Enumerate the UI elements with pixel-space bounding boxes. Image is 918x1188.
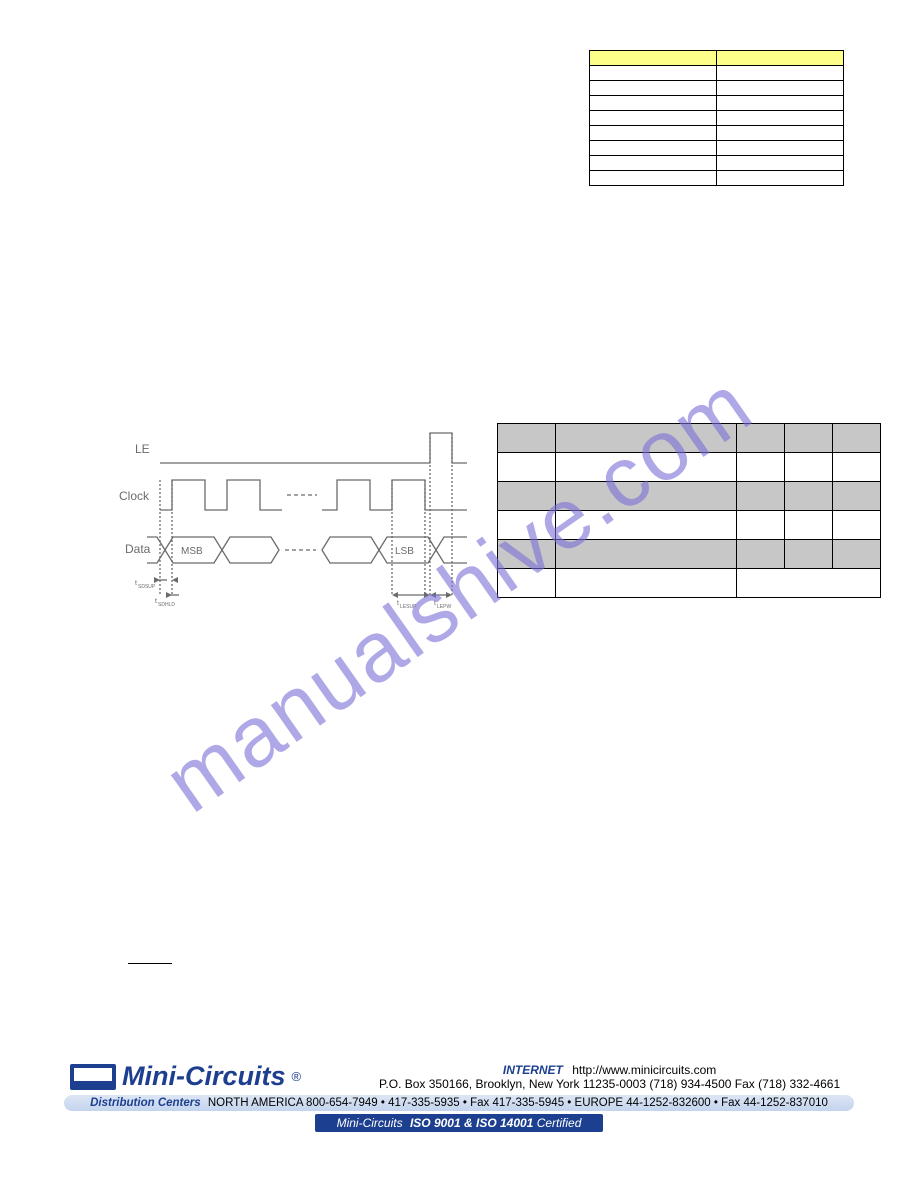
svg-text:t: t bbox=[434, 600, 436, 607]
top-table-cell bbox=[717, 96, 844, 111]
top-table-cell bbox=[717, 66, 844, 81]
timing-label-data: Data bbox=[125, 542, 151, 556]
spec-cell bbox=[498, 569, 556, 598]
timing-label-clock: Clock bbox=[119, 489, 150, 503]
timing-clock-line bbox=[160, 480, 467, 510]
internet-label: INTERNET bbox=[503, 1063, 563, 1077]
top-table-cell bbox=[590, 81, 717, 96]
spec-cell bbox=[737, 511, 785, 540]
spec-cell bbox=[833, 511, 881, 540]
registered-mark: ® bbox=[292, 1069, 302, 1084]
distribution-row: Distribution Centers NORTH AMERICA 800-6… bbox=[64, 1095, 854, 1111]
dist-text: NORTH AMERICA 800-654-7949 • 417-335-593… bbox=[208, 1097, 828, 1109]
cert-iso1: ISO 9001 bbox=[410, 1116, 461, 1130]
cert-iso2: ISO 14001 bbox=[476, 1116, 533, 1130]
logo-icon bbox=[70, 1064, 116, 1090]
spec-cell bbox=[833, 482, 881, 511]
cert-suffix: Certified bbox=[537, 1116, 582, 1130]
spec-header-max bbox=[833, 424, 881, 453]
spec-cell bbox=[498, 453, 556, 482]
cert-amp: & bbox=[464, 1116, 476, 1130]
spec-cell bbox=[498, 511, 556, 540]
spec-cell bbox=[555, 540, 736, 569]
spec-header-min bbox=[737, 424, 785, 453]
timing-diagram: LE Clock bbox=[97, 425, 495, 611]
svg-text:LESUP: LESUP bbox=[400, 604, 417, 610]
top-table-cell bbox=[590, 171, 717, 186]
top-reference-table bbox=[589, 50, 844, 186]
spec-header-symbol bbox=[498, 424, 556, 453]
timing-annot-sdhld: t SDHLD bbox=[155, 592, 179, 608]
spec-cell bbox=[555, 453, 736, 482]
top-table-cell bbox=[717, 126, 844, 141]
timing-data-line: MSB LSB bbox=[147, 537, 467, 563]
spec-cell bbox=[737, 453, 785, 482]
spec-header-parameter bbox=[555, 424, 736, 453]
top-table-header-1 bbox=[590, 51, 717, 66]
spec-cell bbox=[833, 540, 881, 569]
timing-spec-table bbox=[497, 423, 881, 598]
svg-text:SDSUP: SDSUP bbox=[138, 584, 156, 590]
top-table-cell bbox=[590, 111, 717, 126]
spec-header-typ bbox=[785, 424, 833, 453]
top-table-cell bbox=[590, 141, 717, 156]
cert-prefix: Mini-Circuits bbox=[337, 1116, 403, 1130]
spec-cell bbox=[498, 482, 556, 511]
top-table-cell bbox=[590, 126, 717, 141]
spec-cell bbox=[498, 540, 556, 569]
timing-label-le: LE bbox=[135, 442, 150, 456]
footer-address: P.O. Box 350166, Brooklyn, New York 1123… bbox=[301, 1077, 918, 1091]
timing-lsb-label: LSB bbox=[395, 546, 414, 557]
svg-text:LEPW: LEPW bbox=[437, 604, 451, 610]
spec-cell bbox=[785, 453, 833, 482]
spec-cell bbox=[737, 482, 785, 511]
top-table-cell bbox=[717, 171, 844, 186]
dist-label: Distribution Centers bbox=[90, 1097, 201, 1109]
timing-annot-lesup: t LESUP bbox=[392, 592, 430, 610]
svg-text:t: t bbox=[135, 580, 137, 587]
spec-cell bbox=[785, 540, 833, 569]
spec-cell bbox=[555, 569, 736, 598]
timing-msb-label: MSB bbox=[181, 546, 203, 557]
spec-cell bbox=[785, 511, 833, 540]
top-table-cell bbox=[717, 111, 844, 126]
top-table-cell bbox=[590, 156, 717, 171]
svg-text:t: t bbox=[397, 600, 399, 607]
top-table-header-2 bbox=[717, 51, 844, 66]
spec-cell bbox=[737, 540, 785, 569]
timing-annot-lepw: t LEPW bbox=[430, 592, 452, 610]
underline-mark bbox=[128, 963, 172, 964]
spec-cell bbox=[737, 569, 881, 598]
top-table-cell bbox=[717, 156, 844, 171]
cert-bar: Mini-Circuits ISO 9001 & ISO 14001 Certi… bbox=[315, 1114, 604, 1132]
svg-text:SDHLD: SDHLD bbox=[158, 602, 175, 608]
spec-cell bbox=[555, 511, 736, 540]
page-footer: Mini-Circuits ® INTERNET http://www.minic… bbox=[0, 1061, 918, 1132]
top-table-cell bbox=[717, 81, 844, 96]
top-table-cell bbox=[590, 66, 717, 81]
svg-text:t: t bbox=[155, 598, 157, 605]
footer-url: http://www.minicircuits.com bbox=[572, 1063, 716, 1077]
brand-logo: Mini-Circuits ® bbox=[70, 1061, 301, 1092]
spec-cell bbox=[785, 482, 833, 511]
top-table-cell bbox=[717, 141, 844, 156]
timing-le-line bbox=[160, 433, 467, 463]
spec-cell bbox=[833, 453, 881, 482]
spec-cell bbox=[555, 482, 736, 511]
brand-name: Mini-Circuits bbox=[122, 1061, 286, 1092]
top-table-cell bbox=[590, 96, 717, 111]
